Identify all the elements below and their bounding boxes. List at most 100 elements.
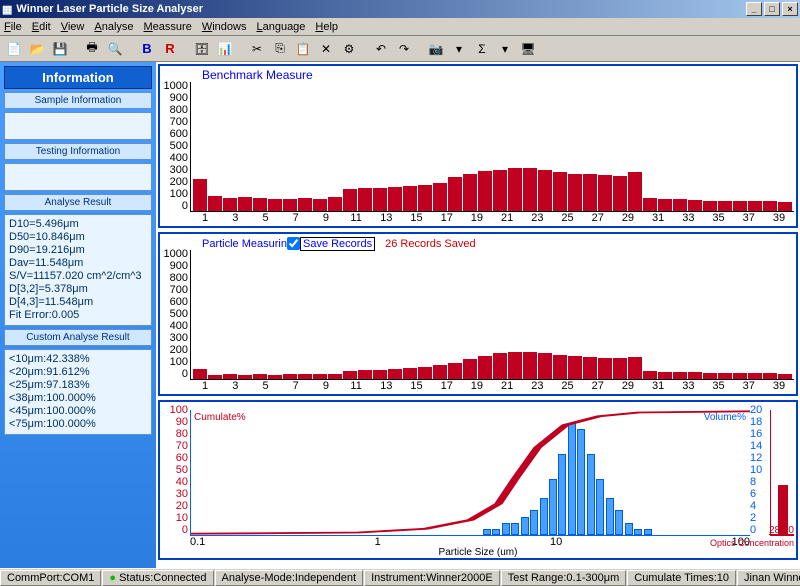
bar [523, 352, 537, 380]
bar [343, 371, 357, 379]
analyse-result-header[interactable]: Analyse Result [4, 194, 152, 211]
record-r-button[interactable]: R [160, 39, 180, 59]
undo-icon[interactable]: ↶ [371, 39, 391, 59]
bar [223, 374, 237, 379]
print-icon[interactable]: 🖶 [82, 39, 102, 59]
paste-icon[interactable]: 📋 [293, 39, 313, 59]
dropdown-icon[interactable]: ▾ [449, 39, 469, 59]
bar [313, 374, 327, 379]
menu-windows[interactable]: Windows [202, 21, 247, 33]
bar [193, 179, 207, 211]
bar [613, 176, 627, 211]
menu-language[interactable]: Language [256, 21, 305, 33]
testing-info-header[interactable]: Testing Information [4, 143, 152, 160]
analyse-line: S/V=11157.020 cm^2/cm^3 [9, 270, 147, 283]
bar [508, 168, 522, 211]
bar [673, 372, 687, 379]
minimize-button[interactable]: _ [746, 2, 762, 16]
chart3-plot [190, 410, 750, 536]
analyse-line: D[4,3]=11.548μm [9, 296, 147, 309]
bar [568, 174, 582, 211]
bar [703, 373, 717, 380]
menu-edit[interactable]: Edit [32, 21, 51, 33]
camera-icon[interactable]: 📷 [426, 39, 446, 59]
bar [538, 170, 552, 211]
open-icon[interactable]: 📂 [27, 39, 47, 59]
bar [358, 370, 372, 379]
custom-result-header[interactable]: Custom Analyse Result [4, 329, 152, 346]
bar [718, 373, 732, 379]
bar [643, 371, 657, 379]
menu-file[interactable]: File [4, 21, 22, 33]
dropdown2-icon[interactable]: ▾ [495, 39, 515, 59]
bar [523, 168, 537, 211]
app-icon: ▦ [2, 3, 12, 16]
cut-icon[interactable]: ✂ [247, 39, 267, 59]
delete-icon[interactable]: ✕ [316, 39, 336, 59]
status-times: Cumulate Times:10 [627, 570, 736, 586]
chart1-xaxis: 13579111315171921232527293133353739 [190, 212, 794, 224]
chart3-y1axis: 0102030405060708090100 [160, 410, 188, 536]
bar [583, 357, 597, 379]
status-range: Test Range:0.1-300μm [501, 570, 627, 586]
menu-meassure[interactable]: Meassure [144, 21, 192, 33]
sample-info-body [4, 112, 152, 140]
cumulative-curve [191, 410, 750, 535]
menu-view[interactable]: View [61, 21, 85, 33]
settings-icon[interactable]: ⚙ [339, 39, 359, 59]
bar [253, 198, 267, 211]
chart3-xlabel: Particle Size (um) [160, 547, 796, 558]
bar [268, 375, 282, 380]
bar [448, 177, 462, 211]
custom-line: <38μm:100.000% [9, 392, 147, 405]
benchmark-chart: Benchmark Measure 0100200300400500600700… [158, 64, 798, 228]
sidebar-title: Information [4, 66, 152, 89]
chart-area: Benchmark Measure 0100200300400500600700… [156, 62, 800, 568]
toolbar: 📄 📂 💾 🖶 🔍 B R 🗄 📊 ✂ ⎘ 📋 ✕ ⚙ ↶ ↷ 📷 ▾ Σ ▾ … [0, 36, 800, 62]
bar [748, 201, 762, 211]
chart2-plot [190, 250, 794, 380]
redo-icon[interactable]: ↷ [394, 39, 414, 59]
sigma-icon[interactable]: Σ [472, 39, 492, 59]
bar [433, 183, 447, 211]
chart1-plot [190, 82, 794, 212]
distribution-chart: 0102030405060708090100 02468101214161820… [158, 400, 798, 560]
custom-line: <20μm:91.612% [9, 366, 147, 379]
main-area: Information Sample Information Testing I… [0, 62, 800, 568]
monitor-icon[interactable]: 🖥 [518, 39, 538, 59]
testing-info-body [4, 163, 152, 191]
bar [418, 367, 432, 379]
preview-icon[interactable]: 🔍 [105, 39, 125, 59]
bar [433, 365, 447, 379]
sample-info-header[interactable]: Sample Information [4, 92, 152, 109]
close-button[interactable]: × [782, 2, 798, 16]
menu-analyse[interactable]: Analyse [94, 21, 133, 33]
chart1-yaxis: 01002003004005006007008009001000 [162, 82, 190, 212]
copy-icon[interactable]: ⎘ [270, 39, 290, 59]
custom-line: <45μm:100.000% [9, 405, 147, 418]
chart-icon[interactable]: 📊 [215, 39, 235, 59]
bar [643, 198, 657, 211]
particle-title: Particle MeasurinSave Records 26 Records… [202, 236, 794, 250]
menu-help[interactable]: Help [315, 21, 338, 33]
new-icon[interactable]: 📄 [4, 39, 24, 59]
bar [208, 196, 222, 211]
save-records-label[interactable]: Save Records [300, 237, 375, 251]
db-icon[interactable]: 🗄 [192, 39, 212, 59]
bar [598, 358, 612, 380]
maximize-button[interactable]: □ [764, 2, 780, 16]
benchmark-b-button[interactable]: B [137, 39, 157, 59]
bar [748, 373, 762, 379]
bar [763, 373, 777, 379]
bar [238, 375, 252, 380]
bar [493, 170, 507, 211]
chart2-xaxis: 13579111315171921232527293133353739 [190, 380, 794, 392]
bar [478, 356, 492, 379]
volume-label: Volume% [704, 412, 746, 423]
save-icon[interactable]: 💾 [50, 39, 70, 59]
bar [658, 372, 672, 380]
menubar: File Edit View Analyse Meassure Windows Langua… [0, 18, 800, 36]
bar [223, 198, 237, 211]
bar [373, 188, 387, 211]
save-records-checkbox[interactable] [287, 237, 300, 250]
